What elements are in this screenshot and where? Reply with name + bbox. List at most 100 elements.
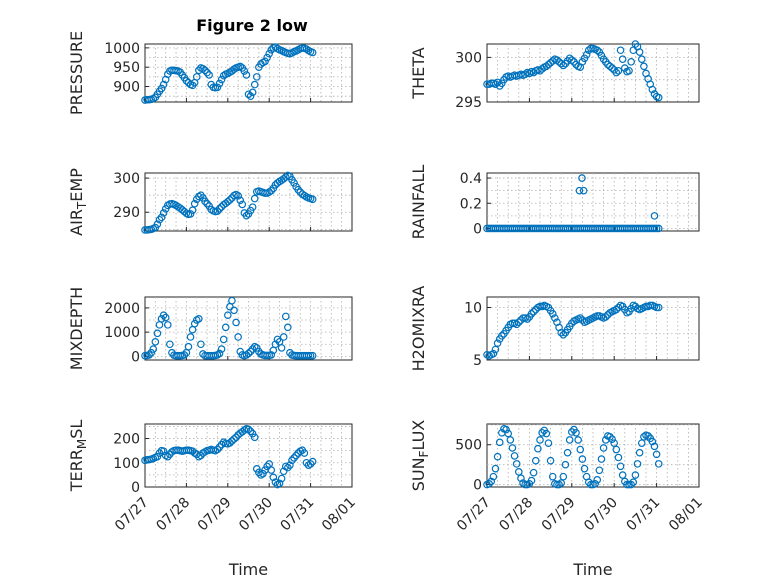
data-point (240, 67, 249, 75)
data-point (159, 447, 168, 455)
data-point (625, 66, 633, 75)
data-point (517, 474, 525, 483)
data-point (290, 454, 298, 462)
data-point (487, 477, 496, 486)
data-point (495, 438, 504, 447)
subplot-rainfall: 0 0.2 0.4 RAINFALL (409, 165, 700, 240)
y-tick-label: 0 (131, 349, 140, 365)
data-point (587, 480, 595, 489)
data-point (548, 472, 557, 481)
data-point (580, 464, 589, 473)
data-point (644, 432, 652, 440)
data-point (244, 349, 253, 358)
data-point (290, 179, 298, 187)
data-point (273, 335, 282, 344)
subplot-sun-flux: 0 500 07/27 07/28 07/29 07/30 07/31 08/01 SUNFLU… (409, 420, 706, 579)
data-point (625, 480, 633, 489)
data-point (286, 461, 294, 469)
data-point (576, 314, 585, 322)
y-tick-label: 950 (113, 60, 140, 76)
data-point (654, 93, 663, 102)
series-points (483, 424, 663, 489)
x-tick-label: 08/01 (666, 495, 706, 535)
data-point (572, 428, 580, 437)
data-point (308, 351, 317, 360)
data-point (618, 471, 627, 479)
data-point (648, 85, 657, 94)
data-point (593, 46, 602, 55)
x-tick-label: 07/27 (112, 495, 152, 535)
subplot-h2omixra: 5 10 H2OMIXRA (409, 286, 700, 372)
data-point (155, 215, 164, 224)
data-point (219, 335, 228, 344)
data-point (159, 209, 168, 217)
x-axis-label: Time (572, 560, 612, 579)
data-point (304, 351, 313, 360)
x-tick-label: 07/29 (195, 495, 235, 535)
data-point (506, 436, 515, 444)
data-point (614, 66, 623, 75)
data-point (166, 340, 174, 349)
data-point (248, 203, 257, 211)
data-point (248, 345, 257, 353)
data-point (640, 62, 648, 71)
data-point (306, 460, 315, 468)
data-point (601, 313, 610, 321)
data-point (203, 68, 211, 77)
y-axis-label: TERRMSL (67, 420, 89, 493)
data-point (608, 435, 616, 443)
data-point (485, 480, 493, 488)
data-point (205, 71, 213, 79)
data-point (226, 196, 234, 204)
data-point (159, 311, 168, 319)
data-point (157, 84, 166, 93)
x-tick-label: 07/28 (153, 495, 193, 535)
data-point (234, 192, 242, 200)
y-tick-label: 10 (464, 301, 482, 317)
data-point (261, 189, 269, 197)
data-point (242, 211, 251, 220)
data-point (267, 186, 276, 195)
data-point (536, 436, 544, 444)
data-point (201, 197, 209, 206)
data-point (567, 428, 576, 436)
data-point (259, 469, 267, 478)
data-point (246, 347, 255, 356)
data-point (288, 456, 296, 465)
data-point (271, 478, 280, 486)
y-axis-label: H2OMIXRA (409, 286, 428, 372)
y-tick-label: 500 (455, 438, 482, 454)
subplot-terr-msl: 0 100 200 07/27 07/28 07/29 07/30 07/31 08/01 TER… (67, 420, 359, 579)
x-tick-label: 08/01 (319, 495, 359, 535)
data-point (627, 58, 635, 66)
data-point (217, 75, 226, 84)
y-tick-label: 0 (473, 478, 482, 494)
data-point (557, 59, 566, 68)
data-point (652, 303, 661, 312)
data-point (616, 462, 625, 471)
data-point (523, 315, 532, 323)
data-point (252, 465, 261, 473)
data-point (510, 452, 519, 460)
y-axis-label: THETA (409, 47, 428, 99)
data-point (224, 197, 232, 206)
data-point (597, 455, 606, 463)
data-point (292, 451, 300, 460)
x-tick-label: 07/30 (236, 495, 276, 535)
data-point (579, 186, 588, 195)
y-tick-label: 5 (473, 353, 482, 369)
data-point (153, 220, 162, 228)
subplot-theta: 295 300 THETA (409, 40, 700, 111)
data-point (149, 345, 158, 353)
data-point (277, 474, 286, 483)
data-point (186, 210, 195, 218)
data-point (294, 185, 302, 194)
data-point (236, 62, 245, 71)
data-point (242, 71, 251, 79)
data-point (213, 83, 222, 92)
y-axis-label: RAINFALL (409, 165, 428, 240)
data-point (248, 429, 257, 438)
data-point (269, 473, 278, 482)
data-point (219, 71, 228, 80)
data-point (593, 476, 602, 484)
